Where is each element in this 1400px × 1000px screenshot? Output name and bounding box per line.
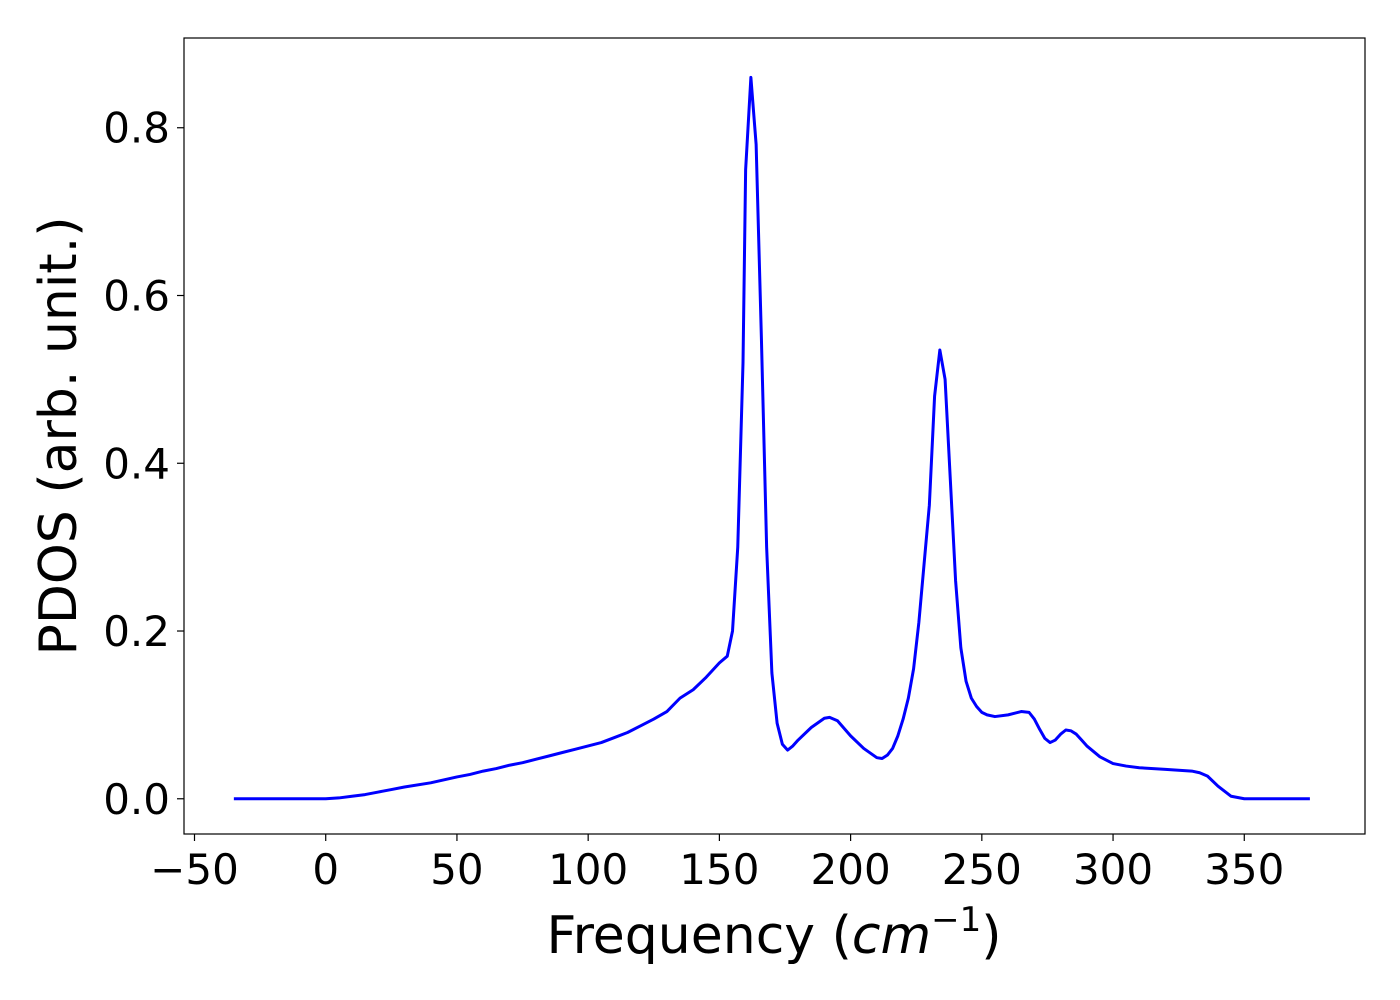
y-tick-label: 0.0 [103, 775, 170, 824]
x-tick-label: 150 [679, 845, 759, 894]
x-tick-label: 200 [811, 845, 891, 894]
x-tick-label: 300 [1073, 845, 1153, 894]
y-tick-label: 0.6 [103, 272, 170, 321]
x-tick-label: 50 [430, 845, 483, 894]
x-tick-label: 100 [548, 845, 628, 894]
x-axis-title-text: Frequency ( [546, 906, 851, 966]
x-axis-ticks: −50 0 50 100 150 200 250 300 350 [150, 834, 1284, 894]
x-tick-label: −50 [150, 845, 239, 894]
series-layer [233, 75, 1310, 801]
x-tick-label: 350 [1204, 845, 1284, 894]
x-axis-title-exponent: −1 [931, 900, 981, 940]
x-tick-label: 0 [312, 845, 339, 894]
y-axis-ticks: 0.0 0.2 0.4 0.6 0.8 [103, 104, 184, 824]
y-tick-label: 0.4 [103, 439, 170, 488]
y-tick-label: 0.2 [103, 607, 170, 656]
x-axis-title-close: ) [981, 906, 1001, 966]
x-tick-label: 250 [942, 845, 1022, 894]
y-tick-label: 0.8 [103, 104, 170, 153]
y-axis-title: PDOS (arb. unit.) [29, 216, 89, 655]
plot-area-frame [183, 37, 1366, 835]
series-line-0 [233, 75, 1310, 801]
x-axis-title-unit: cm [852, 906, 931, 966]
x-axis-title: Frequency (cm−1) [546, 900, 1001, 966]
